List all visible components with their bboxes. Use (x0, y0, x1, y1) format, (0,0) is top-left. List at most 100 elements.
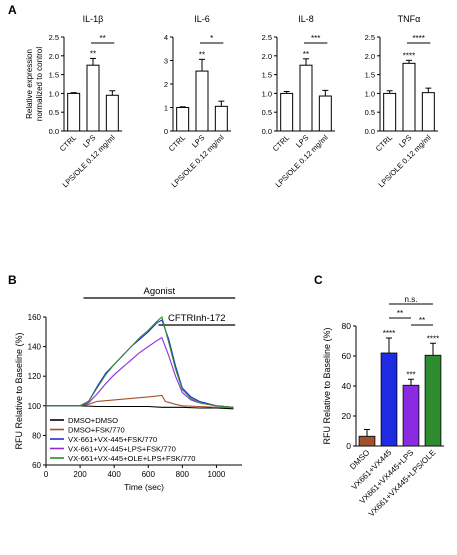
legend-label: VX-661+VX-445+LPS+FSK/770 (68, 445, 176, 454)
y-tick-label: 80 (32, 431, 41, 440)
x-tick-label: CTRL (167, 133, 187, 153)
bar (299, 64, 313, 132)
y-axis-label: RFU Relative to Baseline (%) (14, 332, 24, 449)
legend-label: DMSO+FSK/770 (68, 426, 125, 435)
bar (402, 384, 420, 447)
y-tick-label: 0.5 (262, 108, 272, 117)
x-tick-label: 0 (44, 470, 49, 479)
agonist-label: Agonist (143, 286, 175, 297)
bar (67, 92, 81, 132)
bracket-label: ** (397, 309, 403, 318)
bar (105, 94, 119, 132)
series-line-0 (46, 405, 234, 410)
x-tick-label: 1000 (208, 470, 226, 479)
bar (318, 95, 332, 132)
series-line-4 (46, 316, 234, 408)
chart-title: TNFα (398, 14, 421, 24)
significance-star: ** (90, 49, 96, 58)
bar (402, 62, 416, 132)
y-tick-label: 0.0 (49, 127, 59, 136)
legend-label: VX-661+VX-445+OLE+LPS+FSK/770 (68, 454, 196, 463)
bracket-label: n.s. (405, 295, 418, 304)
x-tick-label: 400 (107, 470, 121, 479)
bar (358, 435, 376, 447)
x-tick-label: 800 (176, 470, 190, 479)
bar (383, 92, 397, 132)
y-tick-label: 1 (164, 104, 168, 113)
panel-b-chart: 60 80 100 120 140 160 0 200 400 600 800 1000 Time (s… (14, 286, 242, 492)
chart-title: IL-1β (83, 14, 104, 24)
y-tick-label: 60 (32, 461, 41, 470)
significance-star: *** (406, 370, 415, 379)
x-tick-label: LPS (190, 133, 206, 149)
y-tick-label: 140 (28, 343, 42, 352)
significance-star: **** (383, 329, 395, 338)
y-tick-label: 2.0 (365, 52, 375, 61)
bar (280, 92, 294, 132)
series-line-2 (46, 319, 234, 408)
x-tick-label: LPS (294, 133, 310, 149)
series-line-3 (46, 336, 234, 408)
bar (214, 105, 228, 132)
legend-label: DMSO+DMSO (68, 416, 118, 425)
y-tick-label: 80 (342, 321, 352, 331)
bar (195, 70, 209, 132)
chart-title: IL-8 (298, 14, 314, 24)
y-tick-label: 2.0 (49, 52, 59, 61)
significance-star: **** (403, 51, 415, 60)
y-tick-label: 0.5 (49, 108, 59, 117)
y-tick-label: 2.0 (262, 52, 272, 61)
x-tick-label: LPS (81, 133, 97, 149)
y-tick-label: 4 (164, 33, 168, 42)
y-tick-label: 1.5 (365, 71, 375, 80)
y-tick-label: 0.0 (262, 127, 272, 136)
y-tick-label: 100 (28, 402, 42, 411)
panel-label-c: C (314, 273, 323, 287)
y-tick-label: 20 (342, 411, 352, 421)
x-tick-label: LPS (397, 133, 413, 149)
x-tick-label: 600 (142, 470, 156, 479)
y-tick-label: 0 (164, 127, 168, 136)
y-tick-label: 3 (164, 57, 168, 66)
bar (176, 107, 190, 132)
bracket-label: **** (412, 34, 424, 43)
bracket-label: * (210, 34, 213, 43)
y-tick-label: 60 (342, 351, 352, 361)
significance-star: **** (427, 334, 439, 343)
significance-star: ** (303, 50, 309, 59)
y-tick-label: 160 (28, 313, 42, 322)
inhibitor-label: CFTRInh-172 (168, 313, 226, 324)
y-tick-label: 2.5 (262, 33, 272, 42)
significance-star: ** (199, 50, 205, 59)
bracket-label: ** (419, 316, 425, 325)
y-tick-label: 1.0 (262, 89, 272, 98)
panel-label-a: A (8, 3, 17, 17)
y-tick-label: 2.5 (49, 33, 59, 42)
y-axis-label: RFU Relative to Baseline (%) (322, 327, 332, 444)
bar (380, 352, 398, 447)
y-tick-label: 1.0 (49, 89, 59, 98)
bar (86, 64, 100, 132)
y-tick-label: 0.5 (365, 108, 375, 117)
x-tick-label: CTRL (58, 133, 78, 153)
bracket-label: ** (100, 34, 106, 43)
y-tick-label: 2 (164, 80, 168, 89)
chart-title: IL-6 (194, 14, 210, 24)
bracket-label: *** (311, 34, 320, 43)
y-tick-label: 0 (346, 441, 351, 451)
panel-a-chart-0: IL-1β 0.0 0.5 1.0 1.5 2.0 2.5 Relative expressi… (25, 14, 122, 189)
y-tick-label: 1.5 (262, 71, 272, 80)
x-tick-label: 200 (73, 470, 87, 479)
bar (421, 92, 435, 132)
y-tick-label: 2.5 (365, 33, 375, 42)
y-tick-label: 40 (342, 381, 352, 391)
x-tick-label: CTRL (271, 133, 291, 153)
legend-label: VX-661+VX-445+FSK/770 (68, 435, 157, 444)
y-tick-label: 1.5 (49, 71, 59, 80)
y-tick-label: 1.0 (365, 89, 375, 98)
x-tick-label: CTRL (374, 133, 394, 153)
